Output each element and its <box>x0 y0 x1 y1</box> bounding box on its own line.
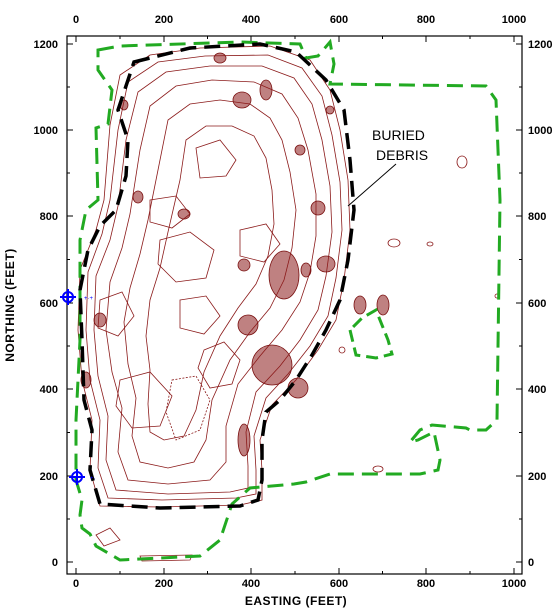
anomaly-cluster <box>310 200 326 216</box>
y-tick-labels-right: 0 200 400 600 800 1000 1200 <box>528 39 552 569</box>
survey-marker: +·+ <box>60 289 94 305</box>
y-tick-label-right: 400 <box>528 384 546 396</box>
anomaly-cluster <box>237 258 251 272</box>
anomaly-cluster <box>93 312 107 328</box>
contour-line <box>195 139 237 179</box>
y-tick-label-right: 1000 <box>528 125 552 137</box>
x-tick-labels-top: 0 200 400 600 800 1000 <box>73 14 526 26</box>
anomaly-cluster <box>316 255 336 273</box>
anomaly-isolated <box>376 294 390 316</box>
contour-line <box>123 99 297 469</box>
contour-line <box>145 125 275 441</box>
anomaly-cluster <box>213 52 227 64</box>
contour-line <box>93 65 333 495</box>
annotation-buried: BURIED <box>372 127 425 143</box>
anomaly-isolated <box>353 295 367 315</box>
y-tick-label-left: 1200 <box>34 39 58 51</box>
svg-text:+·: +· <box>90 476 96 482</box>
x-tick-label-top: 1000 <box>502 14 526 26</box>
x-tick-labels-bottom: 0 200 400 600 800 1000 <box>73 578 526 590</box>
contour-line <box>179 295 221 335</box>
x-tick-label-top: 800 <box>417 14 435 26</box>
anomaly-cluster <box>300 262 312 278</box>
x-tick-label-bottom: 200 <box>155 578 173 590</box>
annotation-leader-line <box>347 163 397 207</box>
y-tick-label-left: 0 <box>52 557 58 569</box>
anomaly-isolated <box>387 238 401 248</box>
y-tick-label-right: 1200 <box>528 39 552 51</box>
contour-line <box>85 54 343 501</box>
anomaly-cluster <box>232 91 252 109</box>
plot-frame <box>66 35 523 575</box>
x-tick-label-top: 200 <box>155 14 173 26</box>
annotation-debris: DEBRIS <box>376 147 428 163</box>
debris-boundary <box>78 42 356 510</box>
survey-marker: +· <box>69 469 96 485</box>
anomaly-isolated <box>372 465 384 473</box>
y-tick-label-left: 600 <box>40 298 58 310</box>
contour-map <box>77 45 500 562</box>
x-tick-label-bottom: 0 <box>73 578 79 590</box>
anomaly-cluster <box>259 79 273 101</box>
anomaly-cluster <box>132 190 144 204</box>
y-tick-label-left: 200 <box>40 471 58 483</box>
anomaly-isolated <box>426 241 434 247</box>
x-tick-label-bottom: 600 <box>330 578 348 590</box>
x-tick-label-top: 400 <box>242 14 260 26</box>
anomaly-cluster <box>294 144 306 156</box>
y-tick-labels-left: 0 200 400 600 800 1000 1200 <box>34 39 58 569</box>
contour-line <box>95 527 121 547</box>
contour-line <box>197 341 241 389</box>
y-tick-label-left: 1000 <box>34 125 58 137</box>
anomaly-cluster <box>325 105 335 115</box>
site-boundary <box>74 38 502 562</box>
anomaly-cluster <box>237 423 251 457</box>
y-tick-label-right: 200 <box>528 471 546 483</box>
y-tick-label-left: 400 <box>40 384 58 396</box>
x-tick-label-bottom: 800 <box>417 578 435 590</box>
y-tick-label-right: 600 <box>528 298 546 310</box>
contour-line <box>115 371 173 429</box>
anomaly-cluster <box>177 208 191 220</box>
y-tick-label-left: 800 <box>40 211 58 223</box>
svg-text:+·+: +·+ <box>84 296 94 302</box>
anomaly-cluster <box>237 314 259 336</box>
anomaly-isolated <box>456 155 468 169</box>
x-axis-title: EASTING (FEET) <box>245 594 347 608</box>
contour-outline <box>77 45 351 508</box>
anomaly-cluster <box>268 250 300 300</box>
anomaly-cluster <box>251 344 293 386</box>
contour-line <box>239 223 281 263</box>
contour-line <box>149 195 191 229</box>
x-tick-label-bottom: 400 <box>242 578 260 590</box>
contour-line <box>165 375 211 441</box>
x-tick-label-top: 0 <box>73 14 79 26</box>
contour-line <box>157 231 215 283</box>
x-tick-label-top: 600 <box>330 14 348 26</box>
anomaly-isolated <box>338 346 346 354</box>
x-tick-label-bottom: 1000 <box>502 578 526 590</box>
y-axis-title: NORTHING (FEET) <box>3 248 17 362</box>
site-boundary-notch <box>348 307 394 360</box>
y-tick-label-right: 0 <box>528 557 534 569</box>
axis-ticks <box>67 36 522 574</box>
y-tick-label-right: 800 <box>528 211 546 223</box>
